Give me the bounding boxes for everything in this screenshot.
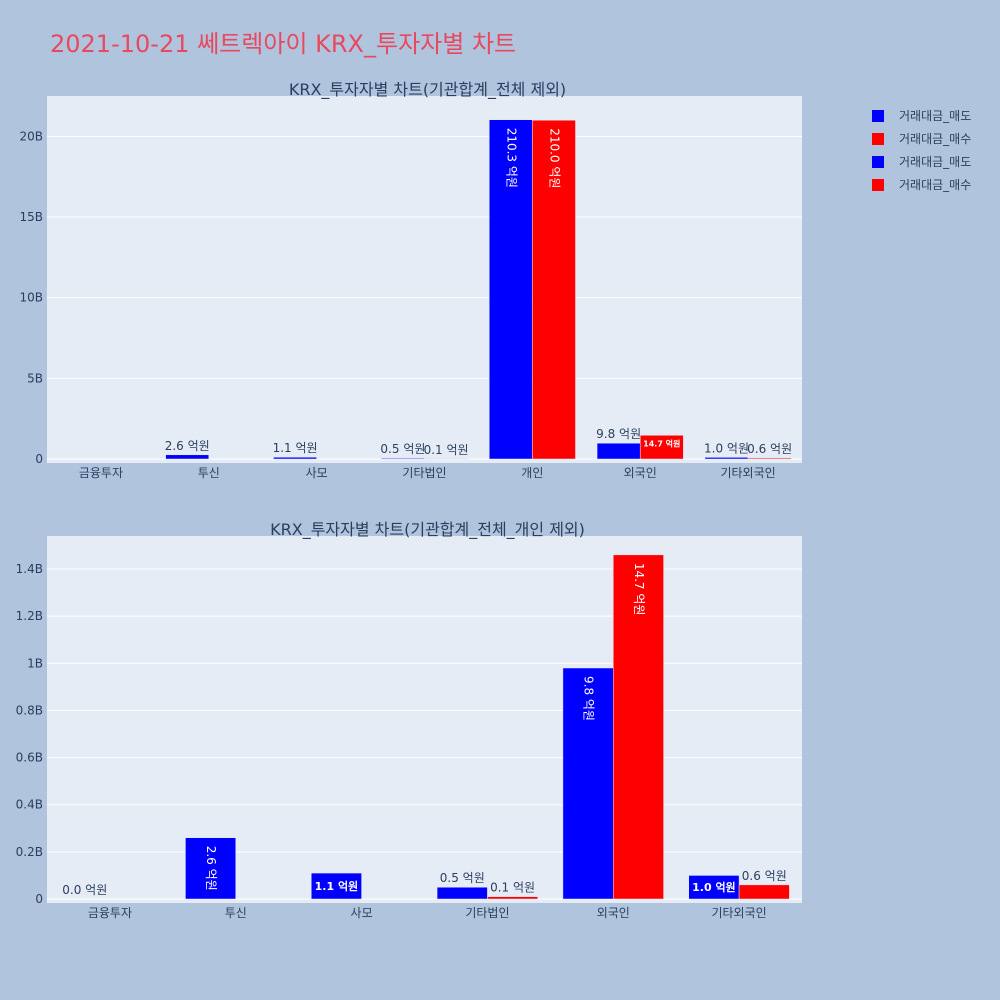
y-tick-label: 0.6B (16, 751, 43, 765)
plot-area (47, 536, 802, 903)
y-tick-label: 1B (27, 656, 43, 670)
page-title: 2021-10-21 쎄트렉아이 KRX_투자자별 차트 (50, 30, 517, 58)
y-tick-label: 0.2B (16, 845, 43, 859)
x-tick-label: 기타외국인 (711, 906, 766, 920)
x-tick-label: 외국인 (624, 466, 657, 480)
bar-buy (738, 884, 790, 900)
chart-title: KRX_투자자별 차트(기관합계_전체 제외) (289, 80, 566, 100)
x-tick-label: 사모 (351, 906, 373, 920)
bar-sell (273, 456, 317, 460)
data-label: 210.3 억원 (504, 128, 518, 188)
data-label: 0.6 억원 (742, 869, 787, 883)
bar-sell (704, 457, 749, 460)
bar-buy (532, 119, 576, 460)
data-label: 0.5 억원 (440, 871, 485, 885)
legend-swatch (872, 178, 884, 191)
y-tick-label: 10B (19, 291, 43, 305)
chart-title: KRX_투자자별 차트(기관합계_전체_개인 제외) (270, 520, 585, 540)
legend-swatch (872, 132, 884, 145)
x-tick-label: 외국인 (597, 906, 630, 920)
bar-sell (381, 457, 425, 460)
data-label: 210.0 억원 (547, 128, 561, 188)
legend-item[interactable]: 거래대금_매수 (872, 127, 971, 150)
y-tick-label: 0.8B (16, 703, 43, 717)
bar-buy (639, 435, 684, 460)
bar-sell (596, 442, 641, 460)
legend-label: 거래대금_매도 (899, 155, 972, 169)
legend-item[interactable]: 거래대금_매도 (872, 150, 971, 173)
bar-buy (487, 896, 538, 900)
y-tick-label: 1.2B (16, 609, 43, 623)
plot-area (47, 96, 802, 463)
y-tick-label: 0 (35, 452, 43, 466)
x-tick-label: 투신 (198, 466, 220, 480)
x-tick-label: 금융투자 (79, 466, 123, 480)
y-tick-label: 0.4B (16, 798, 43, 812)
x-tick-label: 투신 (225, 906, 247, 920)
legend-item[interactable]: 거래대금_매수 (872, 173, 971, 196)
x-tick-label: 금융투자 (88, 906, 132, 920)
bar-buy (613, 554, 664, 900)
legend-item[interactable]: 거래대금_매도 (872, 104, 971, 127)
data-label: 0.0 억원 (62, 883, 107, 897)
legend-label: 거래대금_매수 (899, 178, 972, 192)
legend-swatch (872, 109, 884, 122)
x-tick-label: 개인 (521, 466, 543, 480)
data-label: 0.1 억원 (424, 443, 469, 457)
data-label: 2.6 억원 (204, 846, 218, 891)
y-tick-label: 0 (35, 892, 43, 906)
data-label: 0.1 억원 (490, 881, 535, 895)
legend: 거래대금_매도 거래대금_매수 거래대금_매도 거래대금_매수 (872, 104, 971, 196)
data-label: 9.8 억원 (596, 427, 641, 441)
data-label: 14.7 억원 (632, 563, 646, 616)
data-label: 0.5 억원 (380, 442, 425, 456)
y-tick-label: 20B (19, 129, 43, 143)
y-tick-label: 15B (19, 210, 43, 224)
data-label: 1.1 억원 (273, 441, 318, 455)
x-tick-label: 사모 (306, 466, 328, 480)
legend-label: 거래대금_매수 (899, 132, 972, 146)
y-tick-label: 5B (27, 371, 43, 385)
bar-sell (436, 886, 488, 900)
legend-swatch (872, 155, 884, 168)
data-label: 0.6 억원 (747, 442, 792, 456)
legend-label: 거래대금_매도 (899, 109, 972, 123)
bar-sell (311, 872, 362, 900)
bar-sell (165, 454, 210, 460)
x-tick-label: 기타법인 (465, 906, 509, 920)
bar-sell (562, 667, 614, 900)
y-tick-label: 1.4B (16, 562, 43, 576)
data-label: 1.0 억원 (692, 880, 736, 894)
x-tick-label: 기타법인 (402, 466, 446, 480)
data-label: 9.8 억원 (582, 676, 596, 721)
bar-buy (747, 457, 792, 460)
bar-sell (185, 837, 237, 900)
bar-sell (488, 119, 533, 460)
data-label: 14.7 억원 (643, 438, 680, 448)
x-tick-label: 기타외국인 (720, 466, 775, 480)
data-label: 1.0 억원 (704, 441, 749, 455)
data-label: 2.6 억원 (165, 439, 210, 453)
data-label: 1.1 억원 (315, 879, 359, 893)
